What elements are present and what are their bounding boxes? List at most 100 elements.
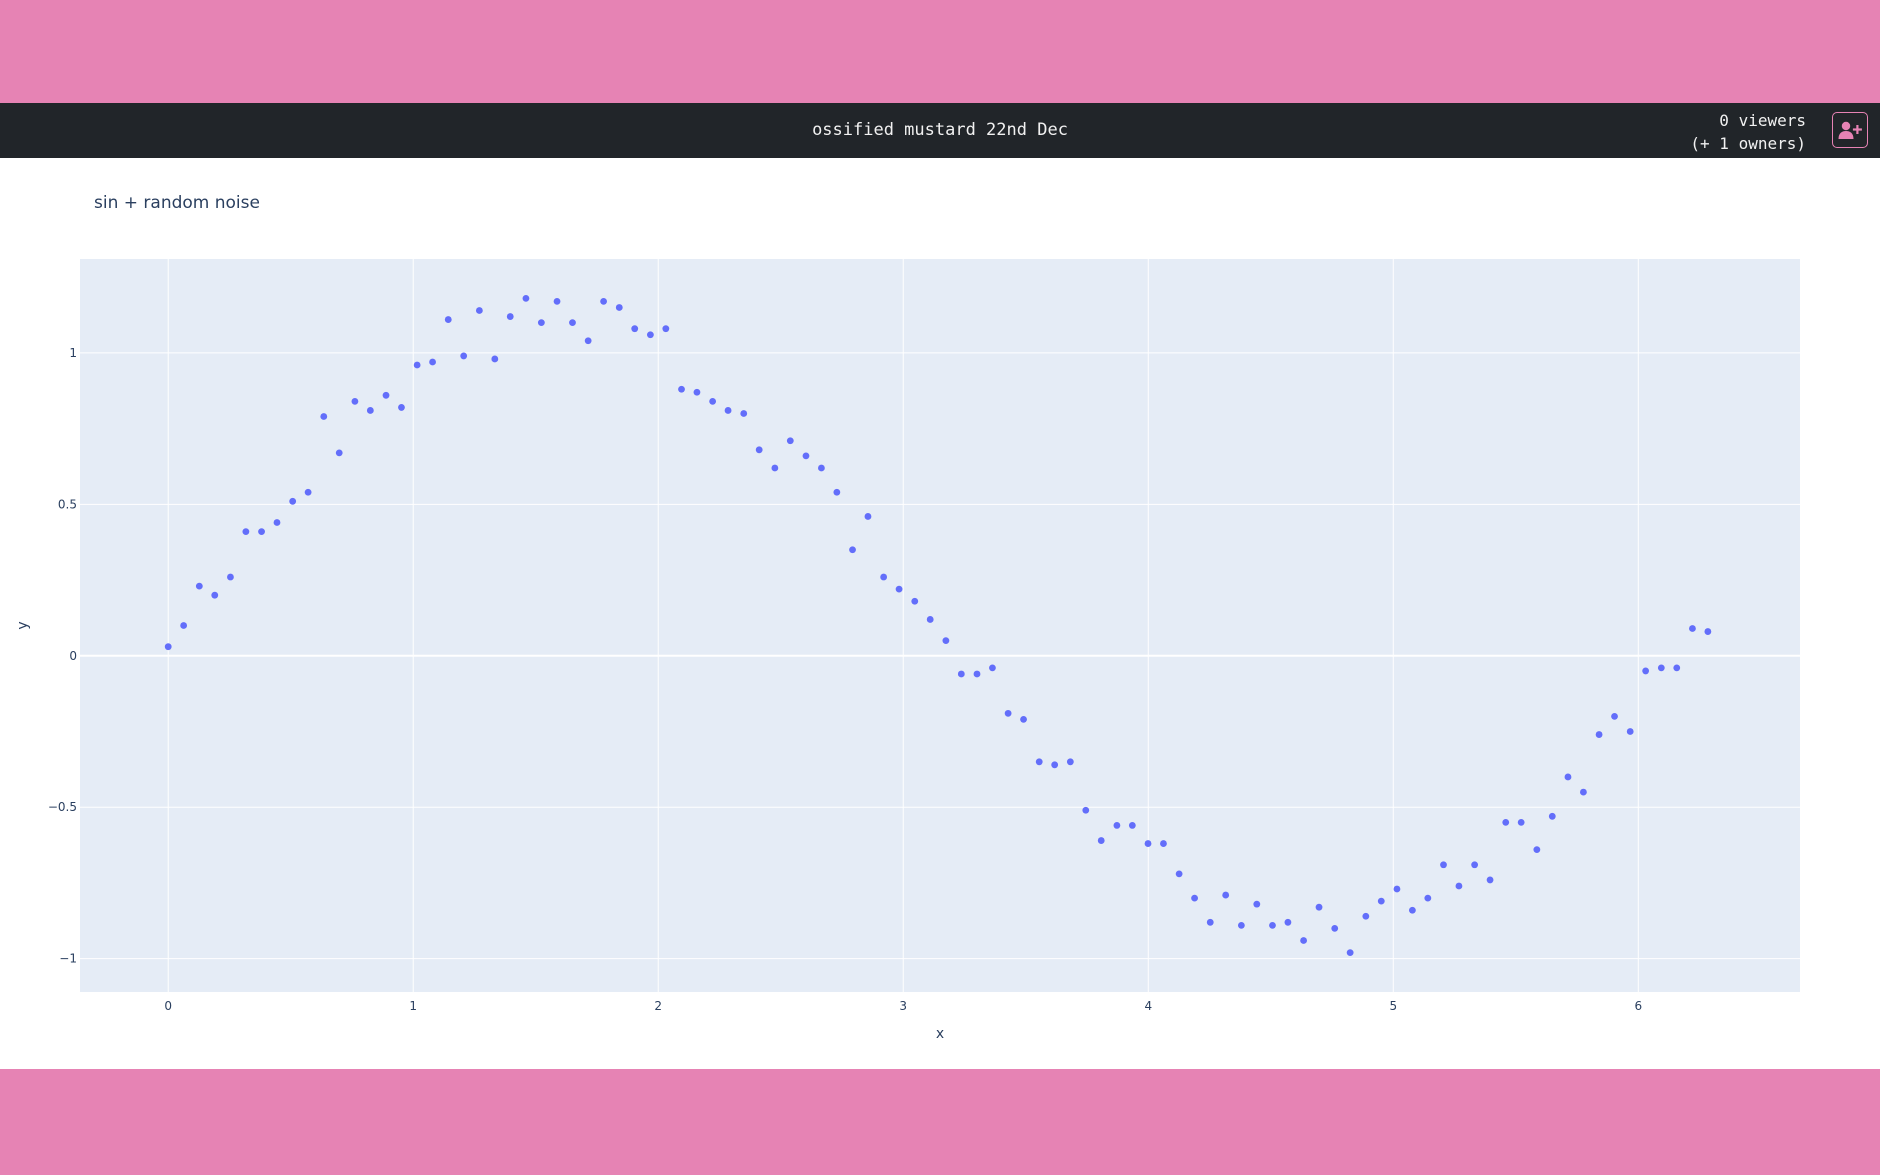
data-point (1455, 882, 1463, 890)
data-point (724, 407, 732, 414)
gridlines (80, 259, 1800, 992)
data-point (1580, 788, 1587, 796)
data-point (180, 622, 188, 629)
data-point (304, 488, 312, 496)
navbar: ossified mustard 22nd Dec 0 viewers (+ 1… (0, 103, 1880, 158)
data-point (429, 358, 436, 366)
data-point (864, 513, 872, 520)
chart-title: sin + random noise (94, 193, 260, 213)
data-point (164, 643, 172, 651)
data-point (1035, 758, 1043, 766)
data-point (1657, 664, 1665, 672)
data-point (833, 488, 841, 496)
data-point (1595, 731, 1603, 738)
data-point (1548, 812, 1556, 820)
data-point (569, 319, 576, 327)
y-tick-label: −0.5 (48, 800, 77, 814)
data-point (1440, 861, 1447, 869)
data-point (382, 391, 390, 399)
data-point (942, 637, 950, 645)
data-point (460, 352, 468, 360)
data-point (1642, 667, 1650, 675)
data-point (646, 331, 654, 339)
data-point (631, 325, 639, 333)
data-point (242, 528, 250, 536)
data-point (973, 670, 981, 678)
add-user-button[interactable] (1832, 112, 1868, 148)
data-point (1331, 924, 1339, 932)
data-point (1704, 628, 1712, 635)
data-point (1611, 712, 1618, 720)
data-point (584, 337, 592, 345)
x-tick-label: 2 (654, 999, 662, 1013)
x-tick-label: 5 (1389, 999, 1397, 1013)
data-point (398, 404, 405, 411)
data-point (1284, 918, 1292, 926)
data-point (1315, 903, 1323, 911)
data-point (1564, 773, 1572, 781)
top-band (0, 0, 1880, 103)
y-tick-label: −1 (59, 952, 77, 966)
data-point (1502, 818, 1510, 826)
data-point (600, 298, 607, 305)
tick-labels: 0 1 2 3 4 5 6 −1 −0.5 0 0.5 1 (48, 346, 1642, 1013)
data-point (1393, 885, 1401, 893)
bottom-band (0, 1069, 1880, 1175)
data-point (1222, 891, 1230, 899)
y-tick-label: 1 (69, 346, 77, 360)
data-point (895, 585, 903, 593)
data-point (1673, 664, 1681, 672)
data-point (615, 304, 623, 311)
data-point (1471, 861, 1479, 869)
data-point (678, 385, 685, 393)
data-points (164, 294, 1712, 957)
data-point (1253, 900, 1261, 908)
data-point (911, 597, 919, 605)
scatter-chart: sin + random noise 0 1 2 3 4 5 6−1−0.500.51 x … (15, 193, 1800, 1042)
data-point (1377, 897, 1385, 905)
data-point (989, 664, 996, 672)
data-point (335, 449, 343, 457)
data-point (926, 616, 934, 623)
data-point (1004, 709, 1012, 717)
owners-line: (+ 1 owners) (1690, 134, 1806, 153)
y-tick-label: 0 (69, 649, 77, 663)
data-point (522, 294, 530, 302)
data-point (1533, 846, 1541, 854)
data-point (1128, 822, 1136, 829)
x-tick-label: 0 (164, 999, 172, 1013)
data-point (957, 670, 965, 678)
data-point (1160, 840, 1167, 847)
data-point (1408, 906, 1416, 914)
data-point (258, 528, 265, 536)
data-point (506, 313, 514, 320)
data-point (740, 410, 748, 417)
data-point (1082, 806, 1090, 814)
data-point (444, 316, 452, 323)
data-point (491, 355, 499, 363)
data-point (1020, 715, 1027, 723)
data-point (211, 591, 219, 599)
data-point (1175, 870, 1183, 878)
data-point (1144, 840, 1152, 847)
data-point (802, 452, 810, 460)
plot-background (80, 259, 1800, 992)
chart-area: sin + random noise 0 1 2 3 4 5 6 −1 −0.5 0 0.5 1 x … (0, 158, 1880, 1069)
data-point (227, 573, 234, 581)
data-point (366, 407, 374, 414)
data-point (849, 546, 856, 554)
viewer-count: 0 viewers (+ 1 owners) (1690, 109, 1806, 155)
x-tick-label: 1 (409, 999, 417, 1013)
data-point (1269, 921, 1276, 929)
x-tick-label: 6 (1634, 999, 1642, 1013)
data-point (413, 361, 421, 369)
x-tick-label: 3 (899, 999, 907, 1013)
data-point (755, 446, 763, 454)
data-point (1097, 837, 1105, 844)
data-point (1113, 822, 1121, 829)
data-point (1237, 921, 1245, 929)
data-point (1626, 728, 1634, 735)
viewers-line: 0 viewers (1719, 111, 1806, 130)
x-axis-label: x (936, 1026, 944, 1042)
data-point (1346, 949, 1354, 957)
